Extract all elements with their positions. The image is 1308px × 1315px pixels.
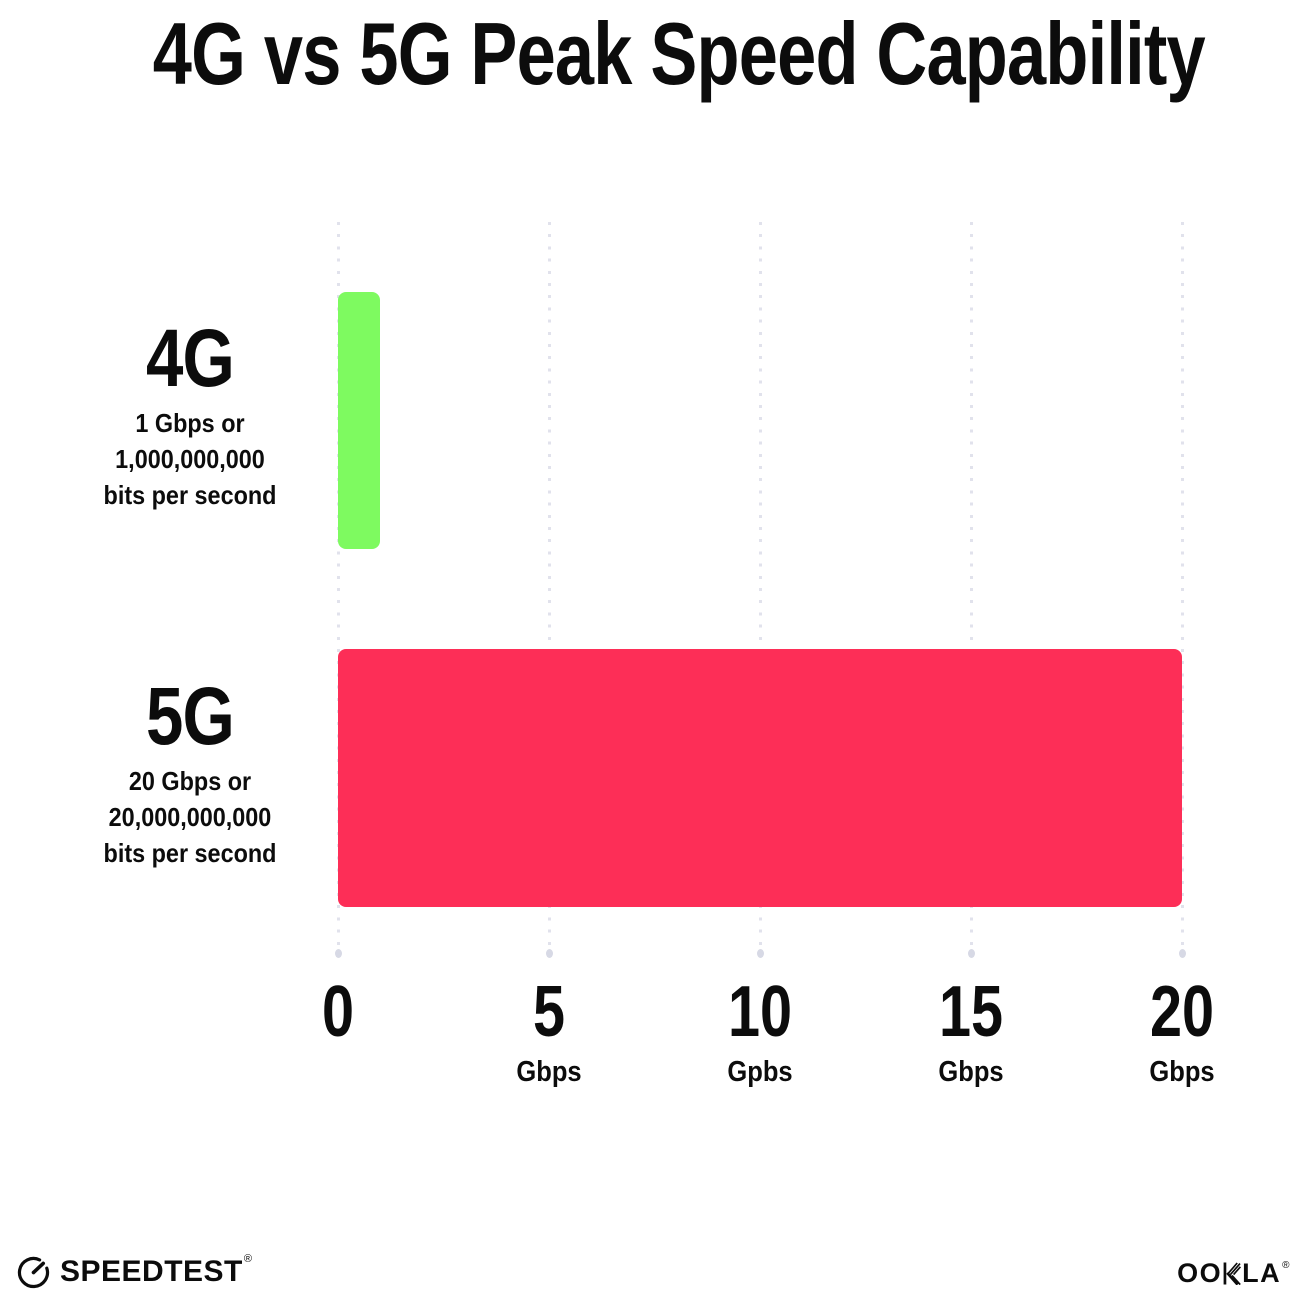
- x-tick-10-unit: Gpbs: [727, 1056, 793, 1088]
- x-tick-10: 10 Gpbs: [720, 976, 800, 1087]
- speedtest-wordmark: SPEEDTEST®: [60, 1254, 252, 1288]
- category-5g-note: 20 Gbps or 20,000,000,000 bits per secon…: [55, 764, 325, 872]
- plot-area: [334, 222, 1186, 962]
- ookla-text-la: LA: [1242, 1258, 1282, 1288]
- speedtest-text: SPEEDTEST: [60, 1255, 243, 1288]
- x-tick-0: 0: [318, 976, 358, 1058]
- category-4g: 4G 1 Gbps or 1,000,000,000 bits per seco…: [40, 313, 340, 514]
- ookla-registered-mark: ®: [1282, 1259, 1291, 1271]
- category-4g-note: 1 Gbps or 1,000,000,000 bits per second: [55, 406, 325, 514]
- chart-title: 4G vs 5G Peak Speed Capability: [152, 4, 1206, 103]
- category-4g-note-line1: 1 Gbps or: [135, 407, 245, 438]
- speedtest-logo: SPEEDTEST®: [16, 1254, 252, 1290]
- x-tick-5: 5 Gbps: [512, 976, 586, 1087]
- category-5g-note-line3: bits per second: [103, 837, 277, 868]
- bar-5g: [338, 649, 1182, 907]
- category-4g-label: 4G: [145, 313, 235, 404]
- gridline: [1178, 222, 1186, 958]
- x-tick-5-unit: Gbps: [516, 1056, 582, 1088]
- x-tick-0-value: 0: [321, 972, 355, 1052]
- category-4g-note-line2: 1,000,000,000: [115, 443, 265, 474]
- gridline: [334, 222, 342, 958]
- speedtest-gauge-icon: [16, 1255, 51, 1290]
- category-5g-label: 5G: [145, 671, 235, 762]
- ookla-text-oo: OO: [1177, 1258, 1223, 1288]
- x-tick-5-value: 5: [532, 972, 566, 1052]
- gridline: [545, 222, 553, 958]
- gridline: [967, 222, 975, 958]
- ookla-k-icon: [1223, 1262, 1242, 1285]
- category-5g-note-line1: 20 Gbps or: [128, 765, 252, 796]
- x-tick-15-value: 15: [938, 972, 1004, 1052]
- category-5g: 5G 20 Gbps or 20,000,000,000 bits per se…: [40, 671, 340, 872]
- x-tick-10-value: 10: [727, 972, 793, 1052]
- category-4g-note-line3: bits per second: [103, 479, 277, 510]
- x-tick-20: 20 Gbps: [1142, 976, 1222, 1087]
- x-tick-15-unit: Gbps: [938, 1056, 1004, 1088]
- x-tick-20-value: 20: [1149, 972, 1215, 1052]
- bar-4g: [338, 292, 381, 549]
- gridline: [756, 222, 764, 958]
- category-5g-note-line2: 20,000,000,000: [108, 801, 272, 832]
- x-tick-15: 15 Gbps: [931, 976, 1011, 1087]
- x-axis: 0 5 Gbps 10 Gpbs 15 Gbps 20 Gbps: [322, 976, 1215, 1106]
- x-tick-20-unit: Gbps: [1149, 1056, 1215, 1088]
- ookla-logo: OO LA ®: [1177, 1260, 1290, 1287]
- speedtest-registered-mark: ®: [243, 1253, 253, 1265]
